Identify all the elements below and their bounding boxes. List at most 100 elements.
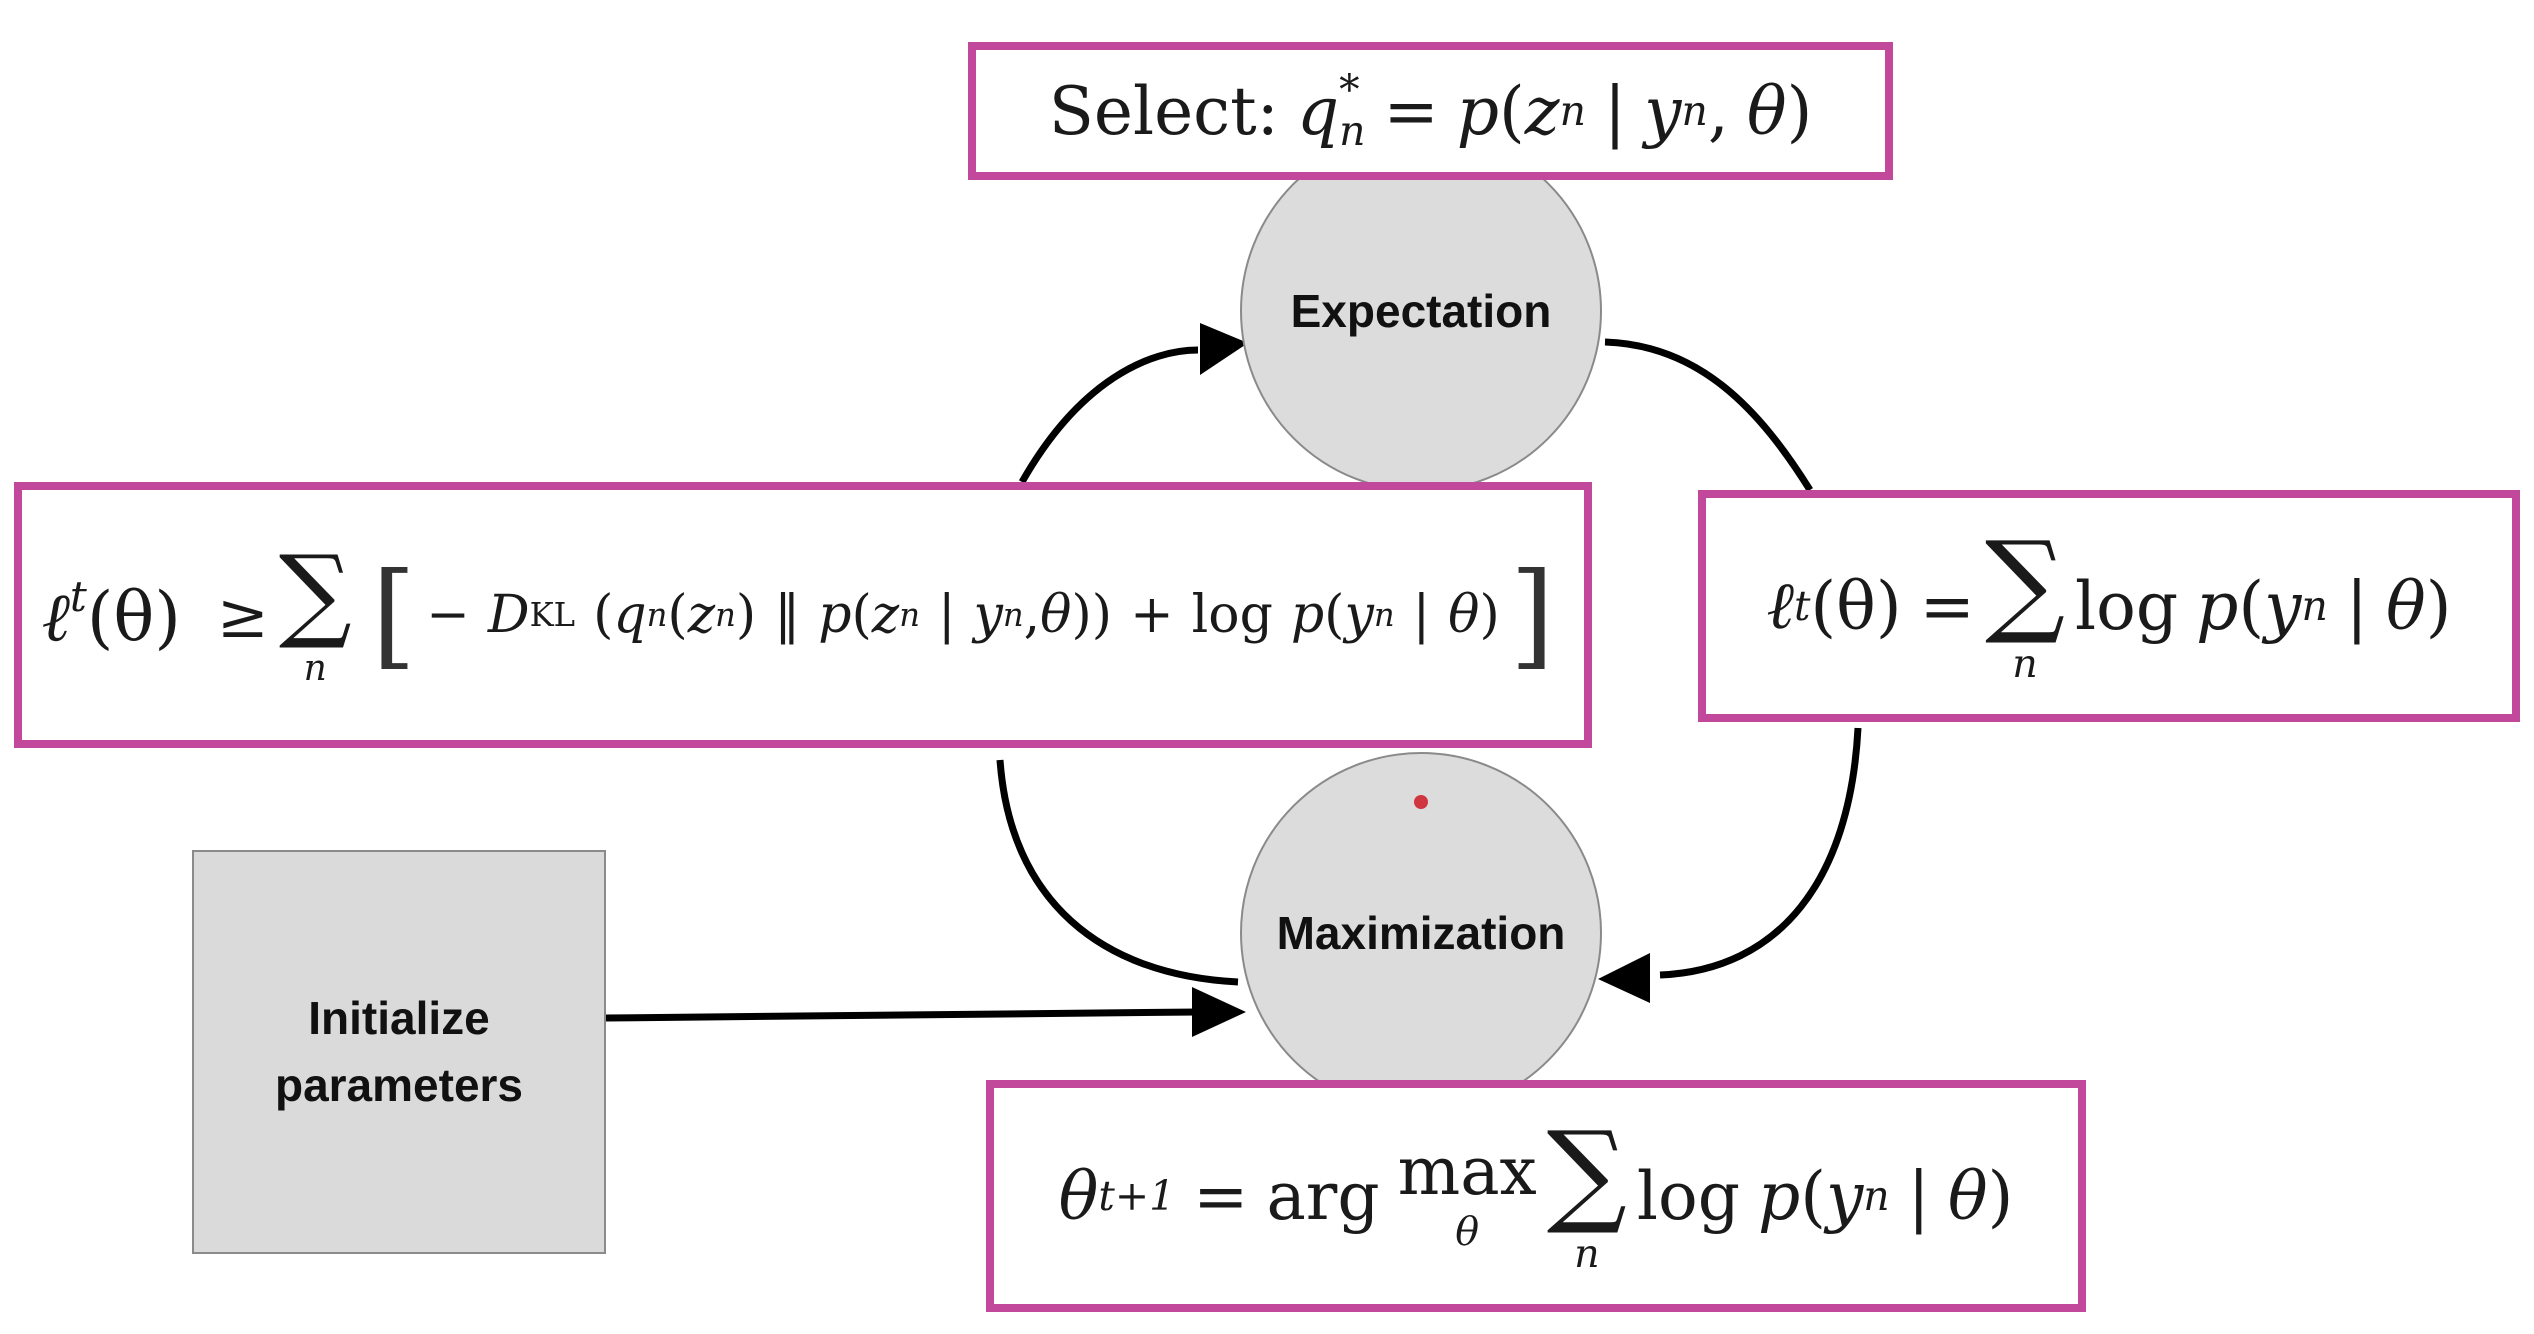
update-bar: | [1907, 1157, 1930, 1235]
arrow-expectation-out [1604, 338, 1813, 492]
select-open: ( [1499, 72, 1525, 150]
elbo-z: z [687, 585, 716, 645]
elbo-close3: ) [1479, 585, 1500, 645]
elbo-sum: ∑ [278, 534, 352, 653]
elbo-y: y [973, 585, 1003, 645]
arrowhead-expectation [1200, 323, 1248, 375]
loglik-p: p [2196, 567, 2239, 645]
loglik-bar: | [2345, 567, 2369, 645]
elbo-ell: ℓ [41, 578, 70, 658]
loglik-ell: ℓ [1766, 567, 1794, 644]
elbo-y-sub: n [1002, 596, 1024, 634]
update-y: y [1825, 1157, 1864, 1235]
elbo-plus: + [1130, 585, 1174, 645]
initialize-label-line1: Initialize [308, 992, 490, 1045]
select-q-sub: n [1339, 107, 1366, 155]
update-p: p [1757, 1157, 1801, 1235]
initialize-node: Initialize parameters [192, 850, 606, 1254]
update-theta-sup: t+1 [1098, 1172, 1176, 1220]
elbo-qz-close: ) [735, 585, 757, 645]
select-q: q [1296, 72, 1340, 150]
elbo-theta2: θ [1448, 585, 1480, 645]
expectation-node: Expectation [1240, 130, 1602, 492]
select-y: y [1644, 72, 1682, 150]
select-comma: , [1707, 72, 1729, 150]
select-bar: | [1603, 72, 1627, 150]
elbo-y2: y [1344, 585, 1374, 645]
loglik-eq: = [1919, 567, 1975, 645]
update-eq: = [1193, 1157, 1249, 1235]
update-open: ( [1800, 1157, 1826, 1235]
elbo-z-sub: n [715, 596, 736, 634]
loglik-arg: (θ) [1810, 567, 1902, 645]
loglik-sum: ∑ [1984, 518, 2066, 649]
update-log: log [1636, 1157, 1740, 1235]
elbo-qz-open: ( [667, 585, 688, 645]
select-theta: θ [1746, 72, 1787, 150]
update-theta2: θ [1947, 1157, 1988, 1235]
elbo-q-sub: n [646, 596, 668, 634]
elbo-log: log [1191, 585, 1273, 645]
arrow-to-expectation [1018, 346, 1199, 484]
update-y-sub: n [1863, 1172, 1890, 1220]
update-close: ) [1987, 1157, 2014, 1235]
initialize-label-line2: parameters [274, 1059, 524, 1111]
update-formula-box: θ t+1 = arg max θ ∑ n log p(y n | θ) [986, 1080, 2086, 1312]
select-q-sup: * [1339, 66, 1360, 115]
select-eq: = [1383, 72, 1439, 150]
elbo-parallel: ‖ [774, 585, 801, 645]
loglik-sum-sub: n [2012, 641, 2038, 688]
update-sum: ∑ [1546, 1108, 1627, 1239]
select-close: ) [1786, 72, 1813, 150]
elbo-sum-sub: n [303, 648, 327, 689]
elbo-q-open: ( [593, 585, 614, 645]
elbo-p: p [818, 585, 852, 645]
update-max-sub: θ [1455, 1209, 1480, 1256]
elbo-D-sub: KL [529, 596, 576, 634]
elbo-close2: )) [1071, 585, 1113, 645]
loglik-close: ) [2425, 567, 2452, 645]
arrow-to-maximization [1659, 727, 1862, 979]
elbo-comma: , [1023, 585, 1041, 645]
arrowhead-maximization-right [1598, 953, 1650, 1003]
select-z: z [1524, 72, 1560, 150]
loglik-ell-sup: t [1793, 582, 1811, 630]
elbo-bar2: | [1412, 585, 1431, 645]
elbo-rbracket: ] [1509, 547, 1555, 681]
update-max: max [1397, 1133, 1537, 1211]
elbo-p-open: ( [851, 585, 872, 645]
arrow-initialize [605, 1008, 1199, 1022]
select-y-sub: n [1681, 87, 1708, 135]
expectation-label: Expectation [1290, 285, 1552, 337]
loglik-formula-box: ℓ t (θ) = ∑ n log p(y n | θ) [1698, 490, 2520, 722]
elbo-geq: ≥ [216, 578, 269, 652]
elbo-lbracket: [ [371, 547, 417, 681]
elbo-D: D [487, 585, 530, 645]
select-p: p [1456, 72, 1500, 150]
elbo-arg: (θ) [86, 578, 181, 658]
loglik-open: ( [2238, 567, 2265, 645]
elbo-z2: z [871, 585, 900, 645]
update-arg: arg [1266, 1157, 1380, 1235]
select-prefix: Select: [1048, 72, 1279, 150]
loglik-y: y [2264, 567, 2302, 645]
elbo-y2-sub: n [1373, 596, 1395, 634]
elbo-ell-sup: t [69, 572, 87, 622]
elbo-z2-sub: n [899, 596, 920, 634]
elbo-q: q [613, 585, 647, 645]
arrow-maximization-out [996, 759, 1239, 986]
loglik-log: log [2075, 567, 2179, 645]
cursor-dot [1414, 795, 1428, 809]
update-theta: θ [1058, 1157, 1099, 1235]
maximization-node: Maximization [1240, 752, 1602, 1114]
elbo-bar: | [937, 585, 956, 645]
elbo-open3: ( [1324, 585, 1345, 645]
loglik-y-sub: n [2301, 582, 2328, 630]
elbo-p2: p [1290, 585, 1325, 645]
maximization-label: Maximization [1276, 907, 1566, 959]
elbo-theta: θ [1040, 585, 1072, 645]
update-sum-sub: n [1574, 1231, 1600, 1278]
